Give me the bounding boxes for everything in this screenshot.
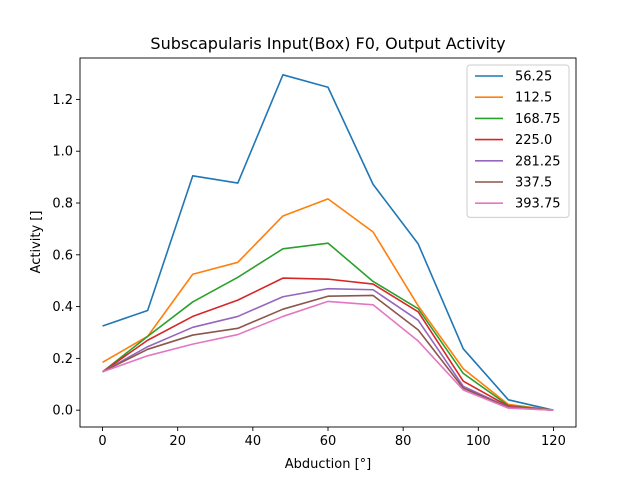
series-line-0 bbox=[102, 74, 554, 411]
x-tick-label: 40 bbox=[245, 434, 262, 449]
x-tick-label: 20 bbox=[169, 434, 186, 449]
y-tick-label: 1.2 bbox=[52, 93, 73, 108]
x-tick-label: 60 bbox=[320, 434, 337, 449]
series-line-2 bbox=[102, 242, 554, 411]
plot-area bbox=[102, 74, 554, 411]
legend-label-6: 393.75 bbox=[515, 197, 561, 212]
y-tick-label: 0.4 bbox=[52, 300, 73, 315]
x-tick-label: 100 bbox=[466, 434, 491, 449]
legend-label-1: 112.5 bbox=[515, 91, 552, 106]
series-line-3 bbox=[102, 277, 554, 411]
legend-box bbox=[466, 64, 570, 218]
y-tick-label: 0.8 bbox=[52, 197, 73, 212]
axes: 0 20 40 60 80 100 120 0.0 0.2 0.4 0.6 0.8 1.0 1.2 bbox=[52, 57, 577, 449]
legend: 56.25 112.5 168.75 225.0 281.25 337.5 393.75 bbox=[466, 64, 570, 218]
legend-label-2: 168.75 bbox=[515, 112, 561, 127]
legend-label-0: 56.25 bbox=[515, 70, 552, 85]
y-tick-label: 1.0 bbox=[52, 145, 73, 160]
series-line-1 bbox=[102, 198, 554, 411]
legend-label-4: 281.25 bbox=[515, 154, 561, 169]
x-tick-label: 120 bbox=[541, 434, 566, 449]
y-tick-label: 0.0 bbox=[52, 404, 73, 419]
series-line-5 bbox=[102, 294, 554, 411]
legend-label-3: 225.0 bbox=[515, 133, 552, 148]
series-line-4 bbox=[102, 287, 554, 411]
chart-title: Subscapularis Input(Box) F0, Output Acti… bbox=[150, 34, 505, 53]
legend-label-5: 337.5 bbox=[515, 176, 552, 191]
y-axis-label: Activity [] bbox=[29, 211, 44, 274]
x-axis-label: Abduction [°] bbox=[285, 457, 371, 472]
series-line-6 bbox=[102, 300, 554, 411]
x-tick-label: 80 bbox=[395, 434, 412, 449]
x-tick-label: 0 bbox=[98, 434, 106, 449]
y-tick-label: 0.6 bbox=[52, 248, 73, 263]
y-tick-label: 0.2 bbox=[52, 352, 73, 367]
